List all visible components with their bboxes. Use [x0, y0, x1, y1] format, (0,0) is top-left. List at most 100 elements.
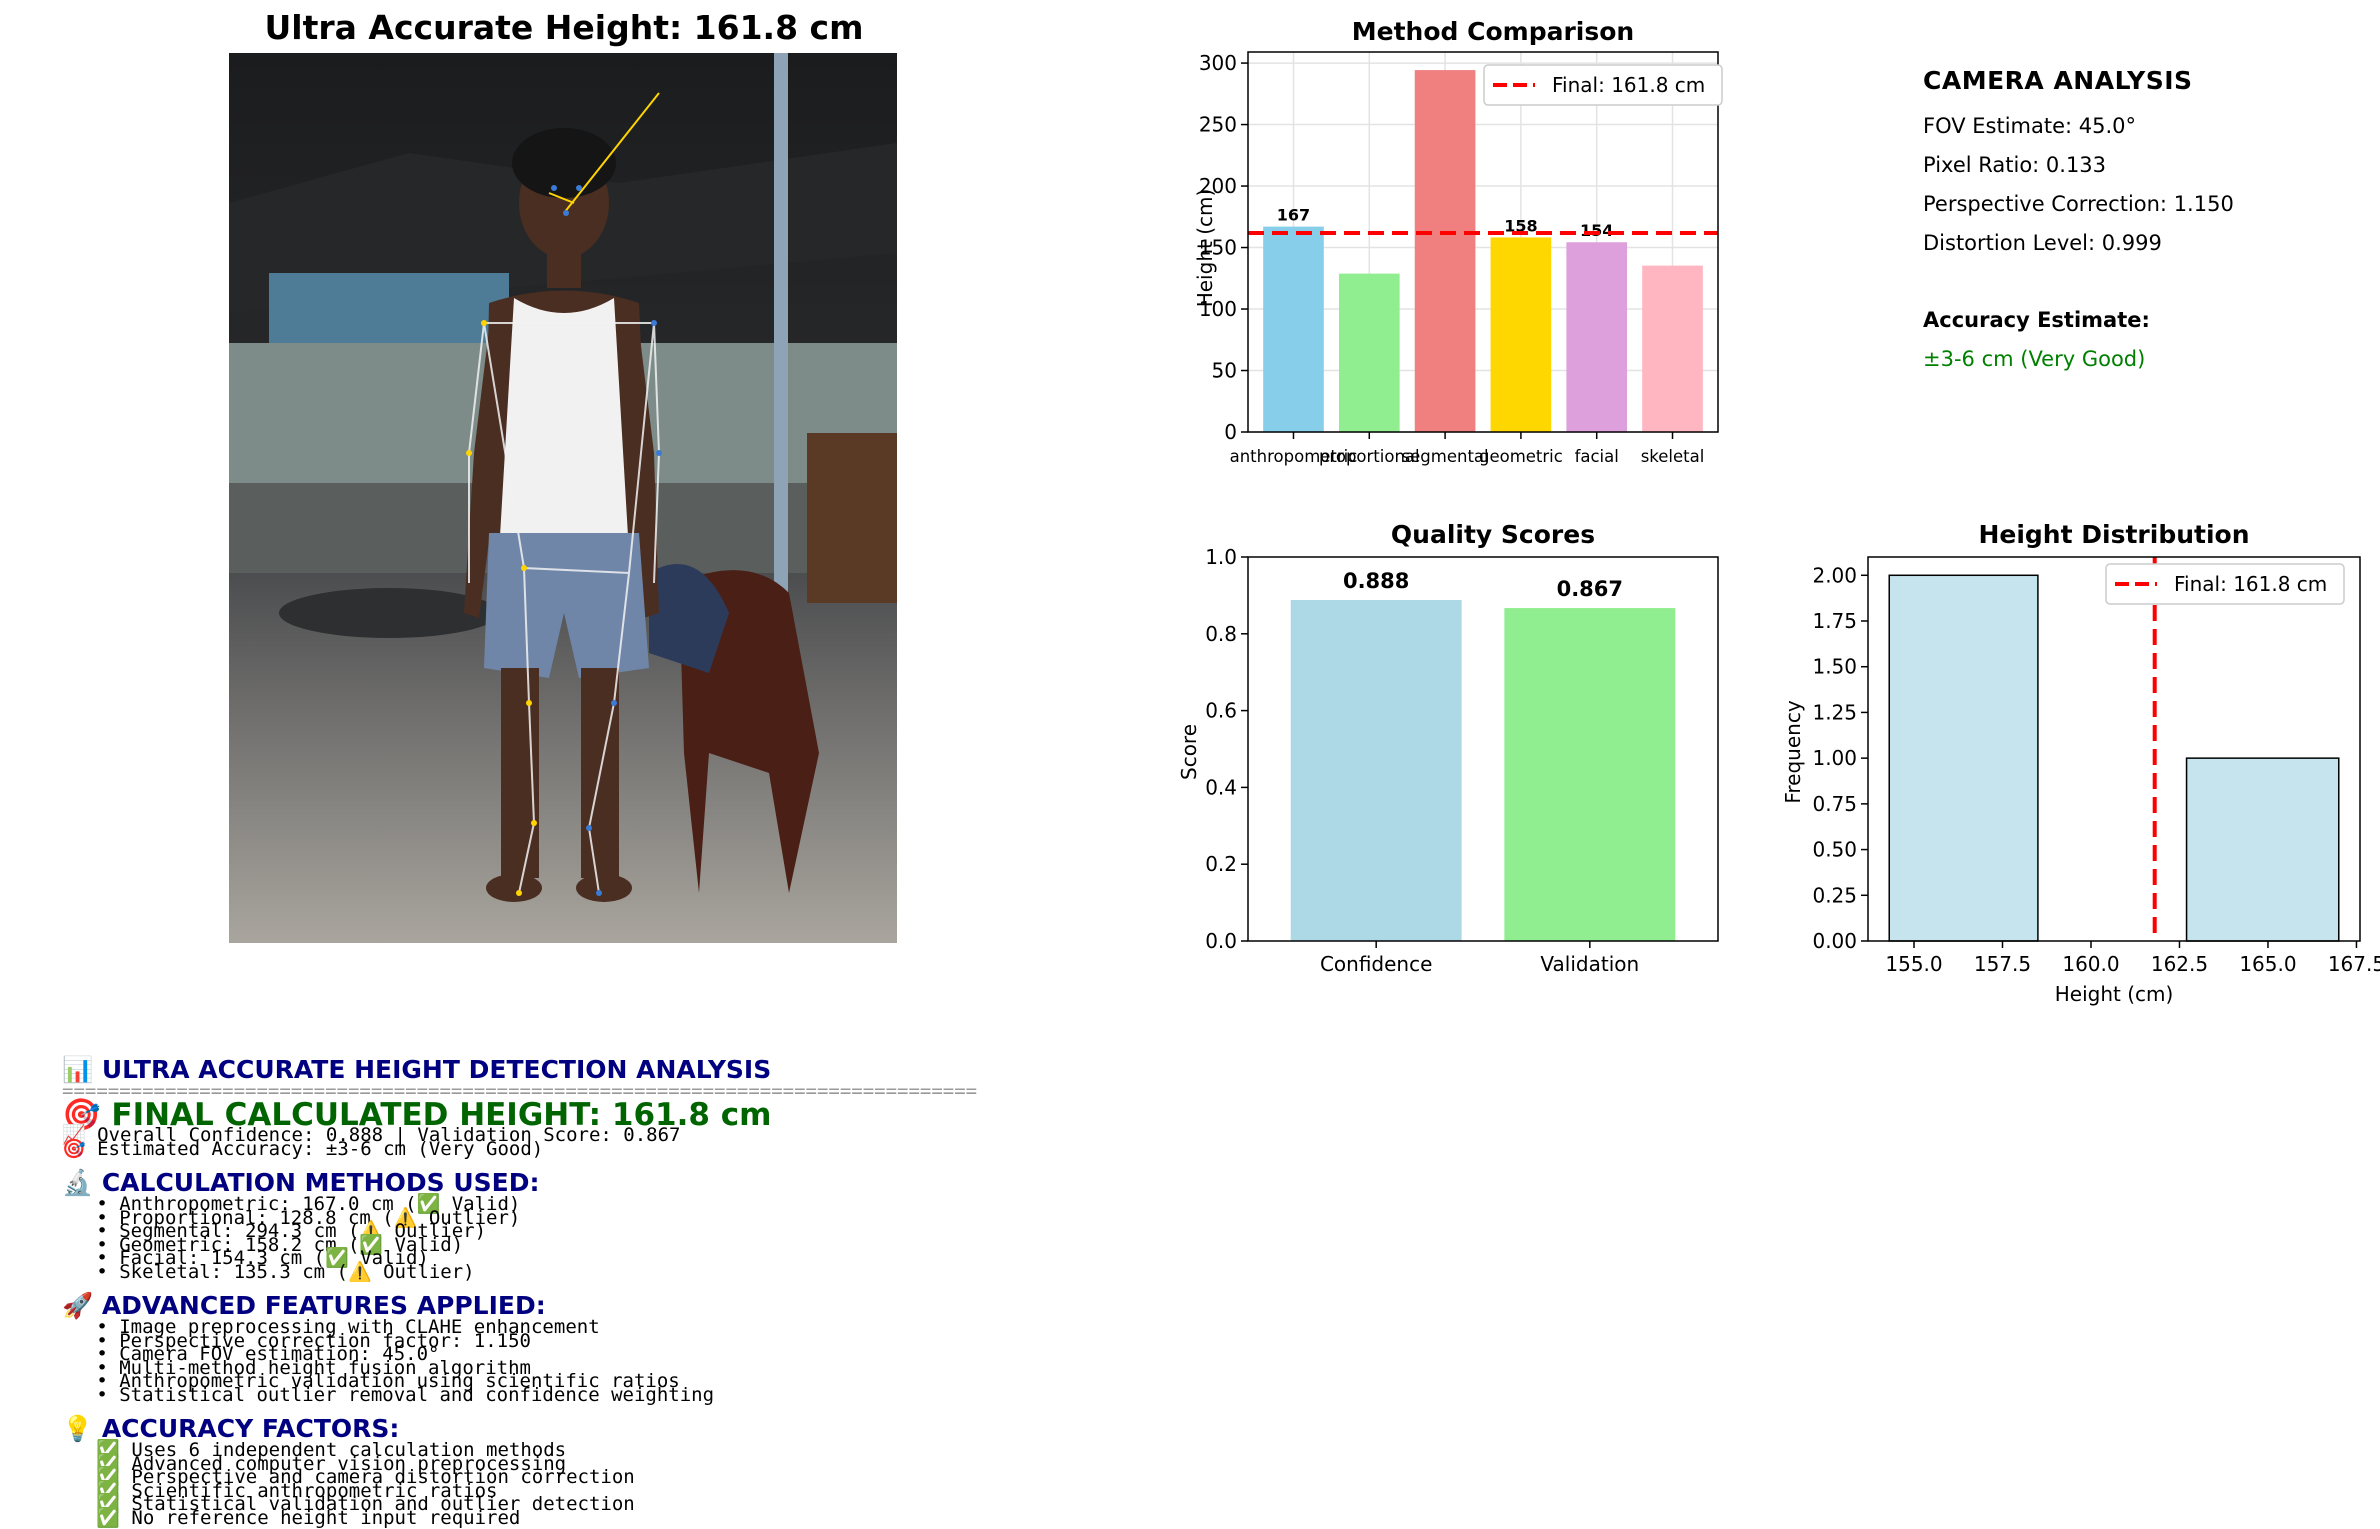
quality-bar-label: 0.867	[1557, 577, 1623, 601]
fov-estimate: FOV Estimate: 45.0°	[1923, 114, 2137, 138]
method-item: • Proportional: 128.8 cm (⚠️ Outlier)	[62, 1206, 521, 1229]
final-height: 🎯 FINAL CALCULATED HEIGHT: 161.8 cm	[62, 1097, 772, 1133]
distribution-chart-legend: Final: 161.8 cm	[2105, 563, 2345, 605]
photo-title: Ultra Accurate Height: 161.8 cm	[264, 8, 864, 47]
distribution-ytick-label: 0.25	[1812, 883, 1857, 907]
method-bar-geometric	[1490, 237, 1552, 432]
method-xtick-label: segmental	[1402, 447, 1489, 466]
method-item: • Anthropometric: 167.0 cm (✅ Valid)	[62, 1193, 521, 1215]
height-distribution-chart: Height Distribution Frequency Height (cm…	[1781, 520, 2380, 1006]
method-bar-skeletal	[1642, 265, 1703, 432]
quality-xtick-label: Confidence	[1320, 952, 1432, 976]
distribution-xtick-label: 157.5	[1974, 952, 2031, 976]
method-ytick-label: 50	[1212, 359, 1237, 383]
distribution-ytick-label: 2.00	[1812, 563, 1857, 587]
analysis-report: 📊 ULTRA ACCURATE HEIGHT DETECTION ANALYS…	[62, 1055, 1162, 1529]
features-list: • Image preprocessing with CLAHE enhance…	[62, 1316, 1162, 1406]
distribution-legend-label: Final: 161.8 cm	[2174, 572, 2327, 596]
factor-item: ✅ Uses 6 independent calculation methods	[62, 1439, 567, 1461]
distribution-ytick-label: 1.75	[1812, 609, 1857, 633]
distribution-xtick-label: 160.0	[2062, 952, 2119, 976]
feature-item: • Anthropometric validation using scient…	[62, 1370, 680, 1392]
distortion-level: Distortion Level: 0.999	[1923, 231, 2162, 255]
distribution-bin-bar	[2185, 757, 2340, 942]
distribution-ytick-label: 1.25	[1812, 700, 1857, 724]
method-ytick-label: 100	[1199, 297, 1237, 321]
method-item: • Facial: 154.3 cm (✅ Valid)	[62, 1247, 429, 1269]
distribution-ytick-label: 1.50	[1812, 655, 1857, 679]
factor-item: ✅ Scientific anthropometric ratios	[62, 1479, 498, 1502]
quality-ytick-label: 1.0	[1205, 545, 1237, 569]
method-ytick-label: 250	[1199, 113, 1237, 137]
method-bar-label: 158	[1504, 216, 1537, 235]
method-xtick-label: skeletal	[1641, 447, 1705, 466]
perspective-correction: Perspective Correction: 1.150	[1923, 192, 2234, 216]
distribution-xtick-label: 165.0	[2239, 952, 2296, 976]
method-legend-label: Final: 161.8 cm	[1552, 73, 1705, 97]
method-chart-legend: Final: 161.8 cm	[1483, 64, 1723, 106]
report-separator: ========================================…	[62, 1085, 978, 1097]
feature-item: • Camera FOV estimation: 45.0°	[62, 1343, 440, 1365]
factors-heading: 💡 ACCURACY FACTORS:	[62, 1414, 400, 1443]
distribution-chart-frame	[1867, 556, 2361, 942]
method-ytick-label: 150	[1199, 236, 1237, 260]
methods-heading: 🔬 CALCULATION METHODS USED:	[62, 1168, 540, 1197]
method-item: • Skeletal: 135.3 cm (⚠️ Outlier)	[62, 1260, 475, 1283]
method-item: • Geometric: 158.2 cm (✅ Valid)	[62, 1233, 464, 1256]
features-heading: 🚀 ADVANCED FEATURES APPLIED:	[62, 1291, 546, 1320]
quality-ytick-label: 0.2	[1205, 852, 1237, 876]
quality-chart-frame	[1247, 556, 1719, 942]
method-xtick-label: proportional	[1319, 447, 1420, 466]
factor-item: ✅ No reference height input required	[62, 1506, 521, 1529]
method-chart-ylabel: Height (cm)	[1193, 189, 1217, 308]
method-ytick-label: 200	[1199, 174, 1237, 198]
quality-scores-chart: Quality Scores Score 0.888 0.867 0.0 0.2 0.…	[1177, 520, 1719, 976]
method-xtick-label: facial	[1575, 447, 1619, 466]
method-bar-anthropometric	[1263, 226, 1324, 432]
quality-ytick-label: 0.6	[1205, 699, 1237, 723]
method-item: • Segmental: 294.3 cm (⚠️ Outlier)	[62, 1220, 487, 1242]
factor-item: ✅ Statistical validation and outlier det…	[62, 1493, 635, 1515]
distribution-chart-ylabel: Frequency	[1781, 700, 1805, 803]
distribution-ytick-label: 1.00	[1812, 746, 1857, 770]
distribution-chart-xlabel: Height (cm)	[2055, 982, 2174, 1006]
quality-ytick-label: 0.0	[1205, 929, 1237, 953]
method-bar-label: 154	[1580, 221, 1613, 240]
method-bar-proportional	[1338, 273, 1400, 432]
camera-analysis-title: CAMERA ANALYSIS	[1923, 66, 2193, 95]
quality-ytick-label: 0.4	[1205, 775, 1237, 799]
accuracy-estimate-value: ±3-6 cm (Very Good)	[1923, 347, 2146, 371]
quality-chart-ylabel: Score	[1177, 724, 1201, 780]
accuracy-estimate-label: Accuracy Estimate:	[1923, 308, 2150, 332]
method-xtick-label: geometric	[1479, 447, 1563, 466]
factor-item: ✅ Advanced computer vision preprocessing	[62, 1452, 567, 1475]
factors-list: ✅ Uses 6 independent calculation methods…	[62, 1439, 1162, 1529]
quality-ytick-label: 0.8	[1205, 622, 1237, 646]
distribution-ytick-label: 0.75	[1812, 792, 1857, 816]
confidence-line: 📈 Overall Confidence: 0.888 | Validation…	[62, 1124, 681, 1146]
distribution-xtick-label: 155.0	[1885, 952, 1942, 976]
report-title: 📊 ULTRA ACCURATE HEIGHT DETECTION ANALYS…	[62, 1055, 772, 1084]
method-chart-frame	[1247, 51, 1719, 433]
quality-chart-title: Quality Scores	[1391, 520, 1595, 549]
feature-item: • Perspective correction factor: 1.150	[62, 1329, 531, 1352]
quality-bar-confidence	[1290, 600, 1462, 941]
method-ytick-label: 300	[1199, 51, 1237, 75]
method-bar-label: 167	[1277, 206, 1310, 225]
distribution-ytick-label: 0.00	[1812, 929, 1857, 953]
distribution-xtick-label: 167.5	[2328, 952, 2380, 976]
factor-item: ✅ Perspective and camera distortion corr…	[62, 1466, 635, 1488]
pose-photo	[229, 53, 897, 943]
pose-photo-illustration	[229, 53, 897, 943]
method-bar-facial	[1566, 242, 1628, 432]
accuracy-line: 🎯 Estimated Accuracy: ±3-6 cm (Very Good…	[62, 1137, 544, 1160]
pixel-ratio: Pixel Ratio: 0.133	[1923, 153, 2107, 177]
feature-item: • Image preprocessing with CLAHE enhance…	[62, 1316, 600, 1338]
distribution-ytick-label: 0.50	[1812, 838, 1857, 862]
method-ytick-label: 0	[1224, 420, 1237, 444]
method-bar-segmental	[1414, 70, 1476, 432]
method-chart-title: Method Comparison	[1352, 17, 1634, 46]
distribution-xtick-label: 162.5	[2151, 952, 2208, 976]
feature-item: • Statistical outlier removal and confid…	[62, 1383, 715, 1406]
